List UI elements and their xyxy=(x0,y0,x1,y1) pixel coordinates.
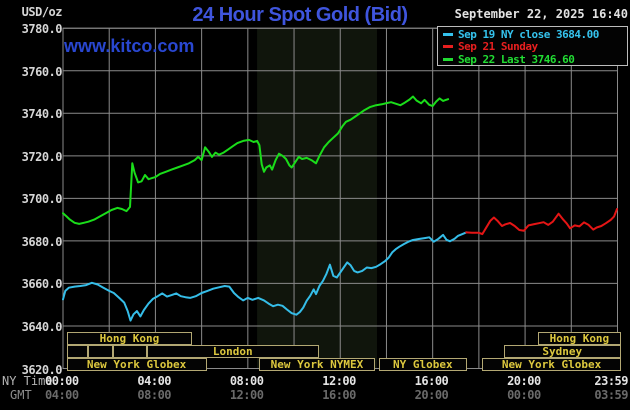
gmt-time-tick-label: 16:00 xyxy=(322,387,356,402)
legend: Sep 19 NY close 3684.00 Sep 21 Sunday Se… xyxy=(437,26,628,66)
legend-item-sep19: Sep 19 NY close 3684.00 xyxy=(443,28,627,41)
y-axis-unit-label: USD/oz xyxy=(21,5,63,19)
chart-datetime: September 22, 2025 16:40 xyxy=(454,7,628,21)
gmt-axis-label: GMT xyxy=(10,388,32,402)
legend-item-sep21: Sep 21 Sunday xyxy=(443,40,627,54)
ny-time-axis-label: NY Time xyxy=(2,374,53,388)
session-box-unlabeled xyxy=(112,344,147,358)
session-box-hong-kong: Hong Kong xyxy=(537,331,621,345)
session-box-new-york-globex: New York Globex xyxy=(482,357,621,371)
y-tick-label: 3740.0 xyxy=(21,107,63,122)
page-title: 24 Hour Spot Gold (Bid) xyxy=(192,4,408,26)
session-box-new-york-nymex: New York NYMEX xyxy=(258,357,376,371)
session-box-new-york-globex: New York Globex xyxy=(66,357,207,371)
sep22-price-line xyxy=(62,95,450,225)
legend-item-sep22: Sep 22 Last 3746.60 xyxy=(443,53,627,66)
session-box-hong-kong: Hong Kong xyxy=(66,331,193,345)
red-line-swatch-icon xyxy=(443,45,453,49)
y-tick-label: 3760.0 xyxy=(21,64,63,79)
y-tick-label: 3780.0 xyxy=(21,22,63,37)
gmt-time-tick-label: 08:00 xyxy=(137,387,172,402)
gmt-time-tick-label: 20:00 xyxy=(414,387,449,402)
gmt-time-tick-label: 00:00 xyxy=(507,387,541,402)
ny-time-tick-label: 00:00 xyxy=(45,373,79,388)
gmt-time-tick-label: 04:00 xyxy=(45,387,79,402)
ny-time-tick-label: 20:00 xyxy=(507,373,541,388)
y-tick-label: 3660.0 xyxy=(21,277,63,292)
green-line-swatch-icon xyxy=(443,57,453,61)
gmt-time-tick-label: 03:59 xyxy=(594,387,628,402)
y-tick-label: 3680.0 xyxy=(21,234,63,249)
y-tick-label: 3720.0 xyxy=(21,149,63,164)
ny-time-tick-label: 16:00 xyxy=(414,373,449,388)
session-box-london: London xyxy=(146,344,319,358)
sep21-price-line xyxy=(465,208,618,236)
y-tick-label: 3700.0 xyxy=(21,192,63,207)
session-box-sydney: Sydney xyxy=(503,344,621,358)
session-box-ny-globex: NY Globex xyxy=(378,357,468,371)
ny-time-tick-label: 08:00 xyxy=(229,373,264,388)
ny-time-tick-label: 12:00 xyxy=(322,373,356,388)
session-box-unlabeled xyxy=(88,344,113,358)
kitco-logo-link[interactable]: www.kitco.com xyxy=(64,36,195,56)
y-tick-label: 3640.0 xyxy=(21,319,63,334)
session-box-unlabeled xyxy=(66,344,89,358)
legend-label: Sep 21 Sunday xyxy=(458,40,538,54)
legend-label: Sep 19 NY close 3684.00 xyxy=(458,27,599,41)
gmt-time-tick-label: 12:00 xyxy=(229,387,264,402)
sep19-price-line xyxy=(62,231,468,322)
cyan-line-swatch-icon xyxy=(443,32,453,36)
ny-time-tick-label: 23:59 xyxy=(594,373,628,388)
ny-time-tick-label: 04:00 xyxy=(137,373,172,388)
legend-label: Sep 22 Last 3746.60 xyxy=(458,52,575,66)
y-tick-label: 3620.0 xyxy=(21,362,63,377)
